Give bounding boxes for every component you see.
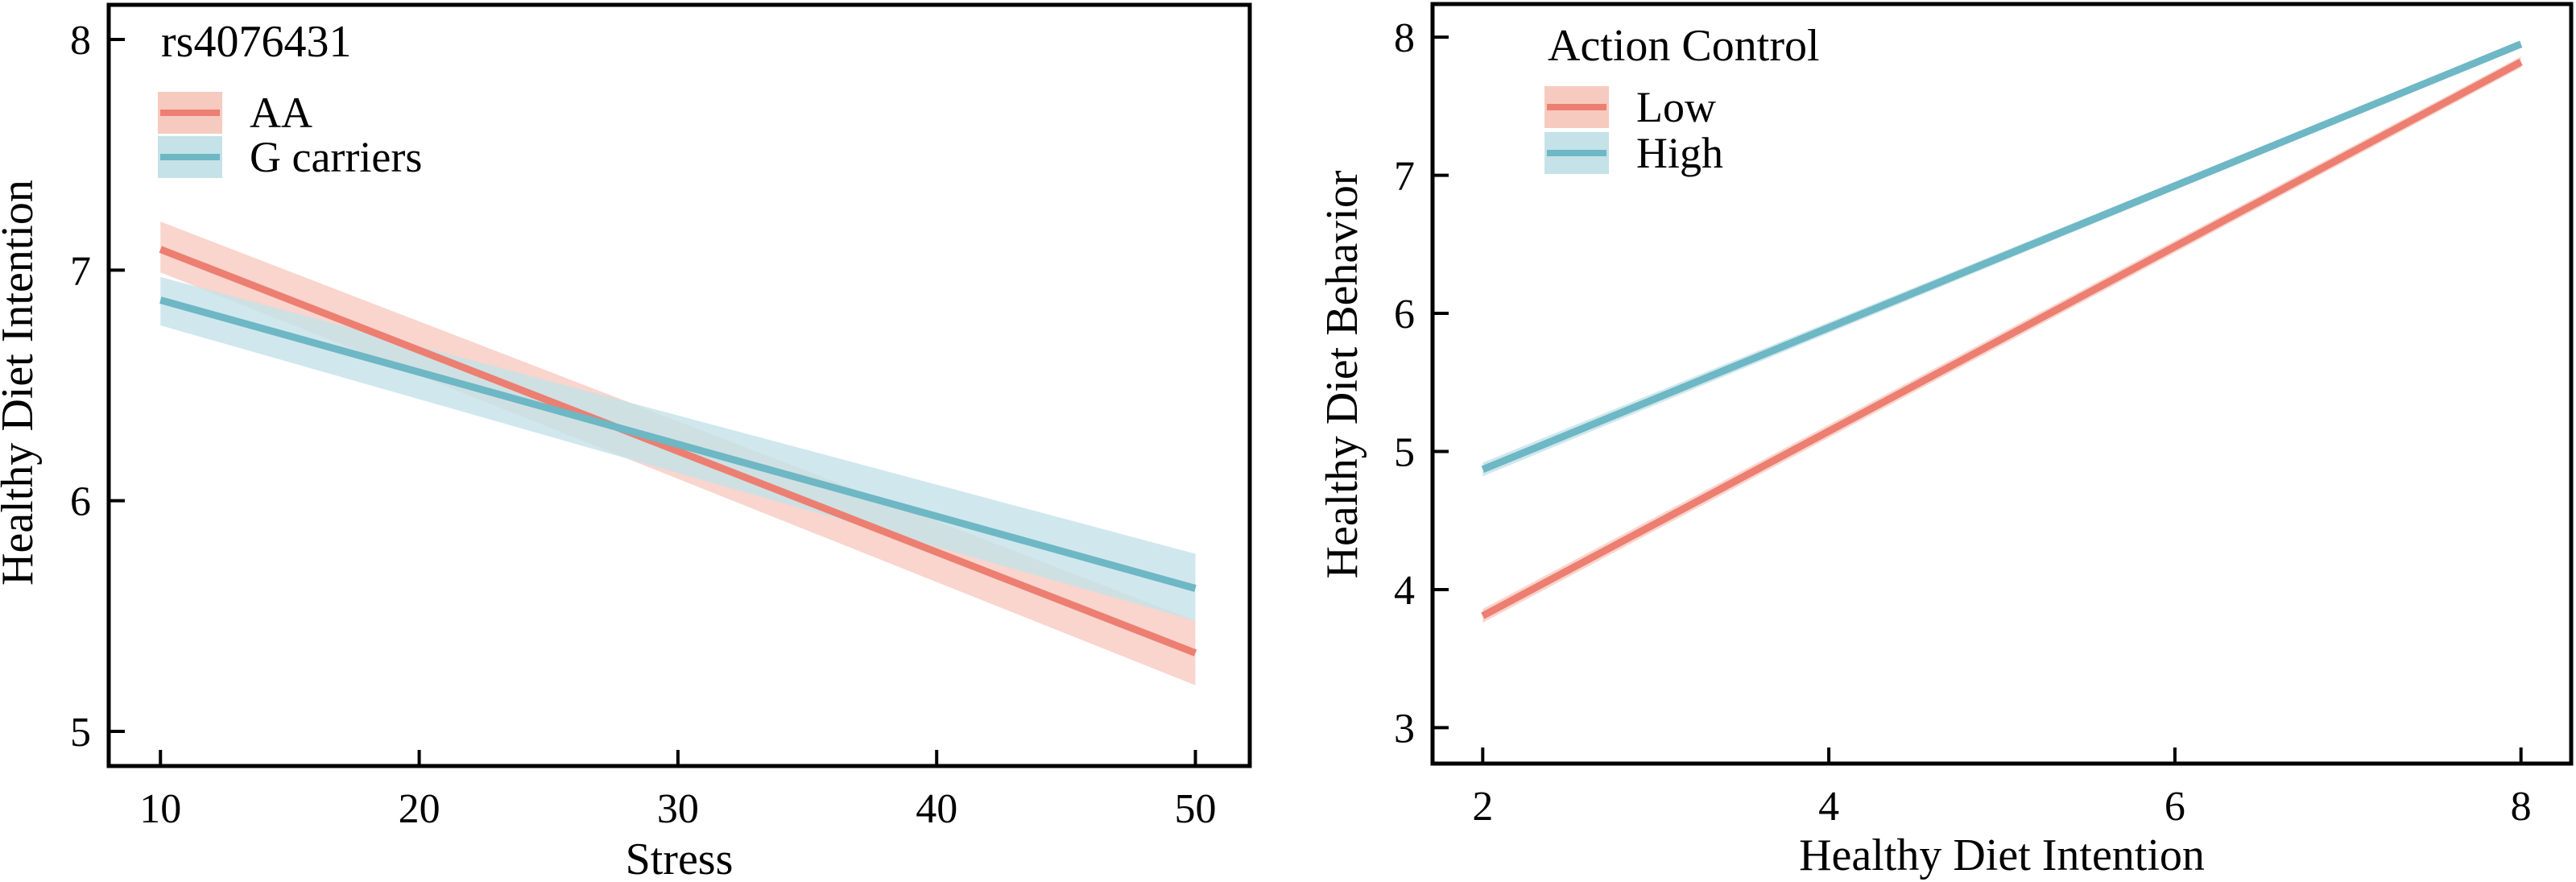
y-tick-label: 5 (1394, 430, 1415, 476)
legend-label: Low (1636, 83, 1716, 131)
y-axis-title: Healthy Diet Behavior (1317, 170, 1367, 578)
legend-swatch-line (1547, 150, 1606, 156)
legend-title: Action Control (1548, 21, 1820, 71)
y-tick-label: 6 (70, 479, 91, 525)
x-tick-label: 4 (1818, 784, 1839, 830)
x-tick-label: 10 (139, 786, 181, 832)
y-tick-label: 7 (1394, 154, 1415, 200)
x-tick-label: 40 (916, 786, 957, 832)
legend-label: AA (250, 89, 312, 137)
y-axis-title: Healthy Diet Intention (0, 180, 43, 586)
y-tick-label: 3 (1394, 706, 1415, 752)
series-lines (1481, 40, 2523, 619)
legend-title: rs4076431 (161, 17, 351, 67)
series-lines (159, 246, 1197, 656)
legend-item-g-carriers: G carriers (158, 133, 422, 181)
chart-panel-left: 10 20 30 40 50 5 6 7 8 Stress Healthy Diet Inte… (0, 2, 1252, 882)
y-tick-label: 7 (70, 248, 91, 294)
legend: rs4076431 AA G carriers (158, 17, 422, 181)
x-axis-ticks: 2 4 6 8 (1472, 747, 2532, 830)
legend-swatch-line (160, 110, 220, 116)
x-tick-label: 30 (657, 786, 699, 832)
legend-swatch-line (1547, 104, 1606, 110)
legend-item-low: Low (1544, 83, 1716, 131)
series-line-g-carriers (159, 296, 1197, 592)
series-line-low (1481, 59, 2523, 619)
y-axis-ticks: 5 6 7 8 (70, 18, 125, 756)
chart-panel-right: 2 4 6 8 3 4 5 6 7 8 Healthy Diet Intention Healt… (1317, 2, 2574, 880)
x-axis-ticks: 10 20 30 40 50 (139, 750, 1217, 832)
series-line-high (1481, 40, 2523, 473)
plot-frame (1430, 2, 2574, 766)
y-tick-label: 6 (1394, 292, 1415, 337)
x-tick-label: 8 (2511, 784, 2532, 830)
x-tick-label: 6 (2165, 784, 2185, 830)
legend-label: G carriers (250, 133, 422, 181)
legend-item-aa: AA (158, 89, 312, 137)
legend-item-high: High (1544, 129, 1723, 177)
series-line-aa (159, 246, 1197, 656)
x-axis-title: Stress (626, 834, 734, 882)
legend-label: High (1636, 129, 1723, 177)
legend: Action Control Low High (1544, 21, 1820, 177)
y-axis-ticks: 3 4 5 6 7 8 (1394, 15, 1449, 752)
y-tick-label: 4 (1394, 568, 1415, 614)
legend-swatch-line (160, 154, 220, 160)
y-tick-label: 5 (70, 710, 91, 756)
x-tick-label: 20 (399, 786, 440, 832)
y-tick-label: 8 (1394, 15, 1415, 61)
x-tick-label: 50 (1175, 786, 1217, 832)
x-tick-label: 2 (1472, 784, 1493, 830)
x-axis-title: Healthy Diet Intention (1799, 830, 2205, 880)
y-tick-label: 8 (70, 18, 91, 64)
